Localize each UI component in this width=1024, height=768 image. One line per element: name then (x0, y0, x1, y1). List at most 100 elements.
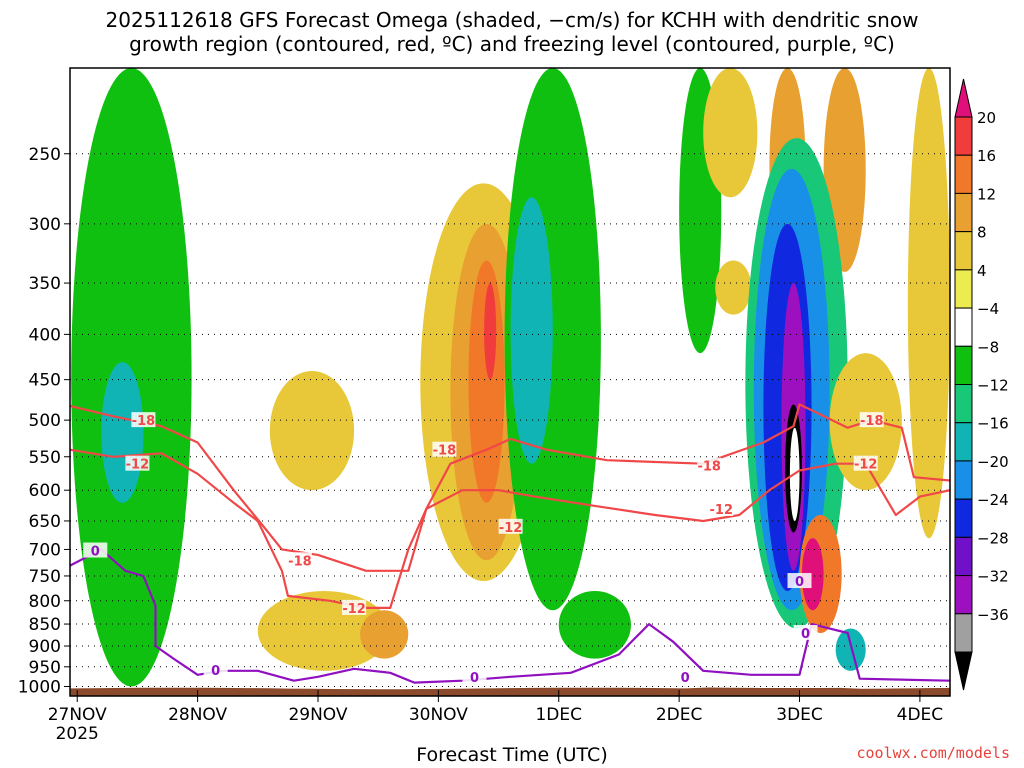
contour-label: 0 (795, 575, 804, 590)
contour-label-bg (83, 542, 108, 558)
y-tick-label: 650 (29, 512, 61, 532)
colorbar-label: −8 (977, 338, 999, 356)
y-tick-label: 350 (29, 274, 61, 294)
colorbar-box (954, 192, 973, 233)
x-tick-label: 27NOV (48, 705, 107, 725)
colorbar-label: −16 (977, 415, 1009, 433)
credit-text: coolwx.com/models (856, 744, 1010, 762)
y-tick-label: 800 (29, 592, 61, 612)
y-tick-label: 1000 (18, 678, 61, 698)
colorbar-box (954, 116, 973, 156)
contour-label: -18 (132, 414, 156, 429)
contour-label: 0 (211, 664, 220, 679)
contour-label: 0 (801, 627, 810, 642)
chart-title-line-2: growth region (contoured, red, ºC) and f… (129, 32, 895, 56)
omega-shaded-cell (907, 68, 950, 539)
y-tick-label: 950 (29, 658, 61, 678)
y-tick-label: 900 (29, 637, 61, 657)
omega-shaded-cell (360, 610, 409, 659)
contour-label-bg (859, 412, 884, 428)
contour-label: -18 (860, 414, 884, 429)
colorbar-box (954, 154, 973, 194)
omega-shaded-cell (269, 371, 355, 491)
omega-shaded-cell (715, 260, 752, 315)
contour-label-bg (342, 599, 367, 615)
contour-label-bg (203, 662, 228, 678)
colorbar-box (954, 345, 973, 385)
y-tick-label: 550 (29, 448, 61, 468)
colorbar: 20 16 12 8 4 −4 −8 −12 −16 −20 −24 −28 −32 −36 (954, 78, 1009, 691)
omega-shaded-field (71, 68, 950, 687)
contour-label: -12 (126, 458, 150, 473)
contour-label: -18 (433, 444, 457, 459)
colorbar-box (954, 231, 973, 271)
colorbar-label: 20 (977, 109, 996, 127)
omega-shaded-cell (801, 538, 824, 611)
colorbar-label: −20 (977, 453, 1009, 471)
y-tick-label: 450 (29, 371, 61, 391)
y-tick-label: 500 (29, 411, 61, 431)
colorbar-label: −12 (977, 377, 1009, 395)
colorbar-label: −24 (977, 491, 1009, 509)
x-tick-label: 4DEC (897, 705, 944, 725)
x-tick-label: 1DEC (535, 705, 582, 725)
contour-label-bg (125, 455, 150, 471)
y-tick-label: 750 (29, 567, 61, 587)
omega-shaded-cell (484, 283, 497, 380)
contour-label-bg (432, 441, 457, 457)
x-tick-label: 3DEC (776, 705, 823, 725)
terrain-ground-fill (70, 687, 950, 696)
x-tick-label: 29NOV (288, 705, 347, 725)
contour-label-bg (673, 668, 698, 684)
contour-label-bg (287, 552, 312, 568)
contour-label: -12 (342, 602, 366, 617)
colorbar-label: 12 (977, 185, 996, 203)
colorbar-box (954, 536, 973, 577)
contour-label: -12 (499, 521, 523, 536)
contour-line (70, 403, 950, 572)
colorbar-label: 4 (977, 262, 987, 280)
contour-label-bg (697, 457, 722, 473)
x-tick-label: 28NOV (168, 705, 227, 725)
omega-shaded-cell (703, 68, 758, 198)
omega-shaded-cell (101, 362, 144, 503)
colorbar-label: −28 (977, 529, 1009, 547)
plot-frame (69, 67, 951, 697)
y-tick-label: 600 (29, 481, 61, 501)
contour-label: -18 (697, 460, 721, 475)
colorbar-box (954, 460, 973, 500)
contour-label: 0 (681, 671, 690, 686)
colorbar-top-arrow (954, 78, 973, 118)
y-axis-pressure: 2503003504004505005506006507007508008509… (18, 145, 70, 698)
x-tick-sublabel: 2025 (56, 724, 99, 744)
contour-label: 0 (91, 545, 100, 560)
chart-title-line-1: 2025112618 GFS Forecast Omega (shaded, −… (105, 8, 919, 32)
colorbar-box (954, 575, 973, 615)
colorbar-label: −32 (977, 568, 1009, 586)
colorbar-box (954, 269, 973, 309)
y-tick-label: 400 (29, 325, 61, 345)
y-tick-label: 700 (29, 540, 61, 560)
contour-label: -12 (854, 458, 878, 473)
colorbar-label: 8 (977, 224, 987, 242)
omega-shaded-cell (510, 197, 553, 464)
contour-label: -18 (288, 554, 312, 569)
contour-label: -12 (710, 503, 734, 518)
colorbar-box (954, 498, 973, 538)
contour-line (70, 548, 950, 684)
y-tick-label: 250 (29, 145, 61, 165)
terrain-fill (70, 687, 950, 696)
colorbar-label: −4 (977, 300, 999, 318)
contour-label-bg (498, 518, 523, 534)
contour-lines: -18 -18 -18 -18 -18 -12 -12 -12 -12 -12 0 0 0 0 0 0 (70, 403, 950, 686)
colorbar-box (954, 422, 973, 462)
omega-shaded-cell (835, 628, 866, 671)
y-tick-label: 850 (29, 615, 61, 635)
colorbar-box (954, 384, 973, 424)
x-tick-label: 30NOV (409, 705, 468, 725)
colorbar-label: 16 (977, 147, 996, 165)
omega-shaded-cell (558, 591, 631, 659)
contour-label-bg (787, 573, 812, 589)
